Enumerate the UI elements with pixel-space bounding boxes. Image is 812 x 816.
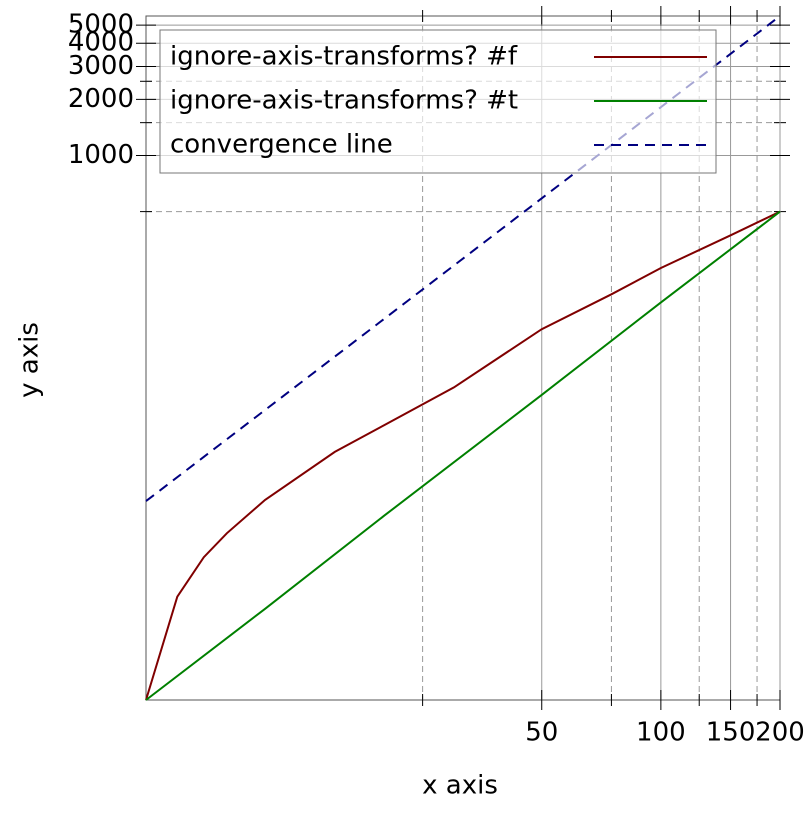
- y-tick-label: 3000: [68, 51, 134, 81]
- legend: ignore-axis-transforms? #f ignore-axis-tr…: [159, 29, 717, 174]
- y-tick-label: 5000: [68, 10, 134, 40]
- x-tick-label: 200: [755, 718, 805, 748]
- legend-label: convergence line: [170, 130, 393, 160]
- y-axis-label: y axis: [15, 322, 45, 398]
- series-line: [145, 210, 781, 701]
- y-tick-label: 2000: [68, 84, 134, 114]
- legend-label: ignore-axis-transforms? #t: [170, 86, 518, 116]
- x-tick-label: 150: [706, 718, 756, 748]
- y-tick-label: 4000: [68, 28, 134, 58]
- legend-label: ignore-axis-transforms? #f: [170, 42, 518, 72]
- y-tick-label: 1000: [68, 140, 134, 170]
- x-tick-label: 50: [525, 718, 558, 748]
- x-axis-label: x axis: [422, 771, 498, 801]
- x-tick-label: 100: [636, 718, 686, 748]
- series-line: [145, 210, 781, 701]
